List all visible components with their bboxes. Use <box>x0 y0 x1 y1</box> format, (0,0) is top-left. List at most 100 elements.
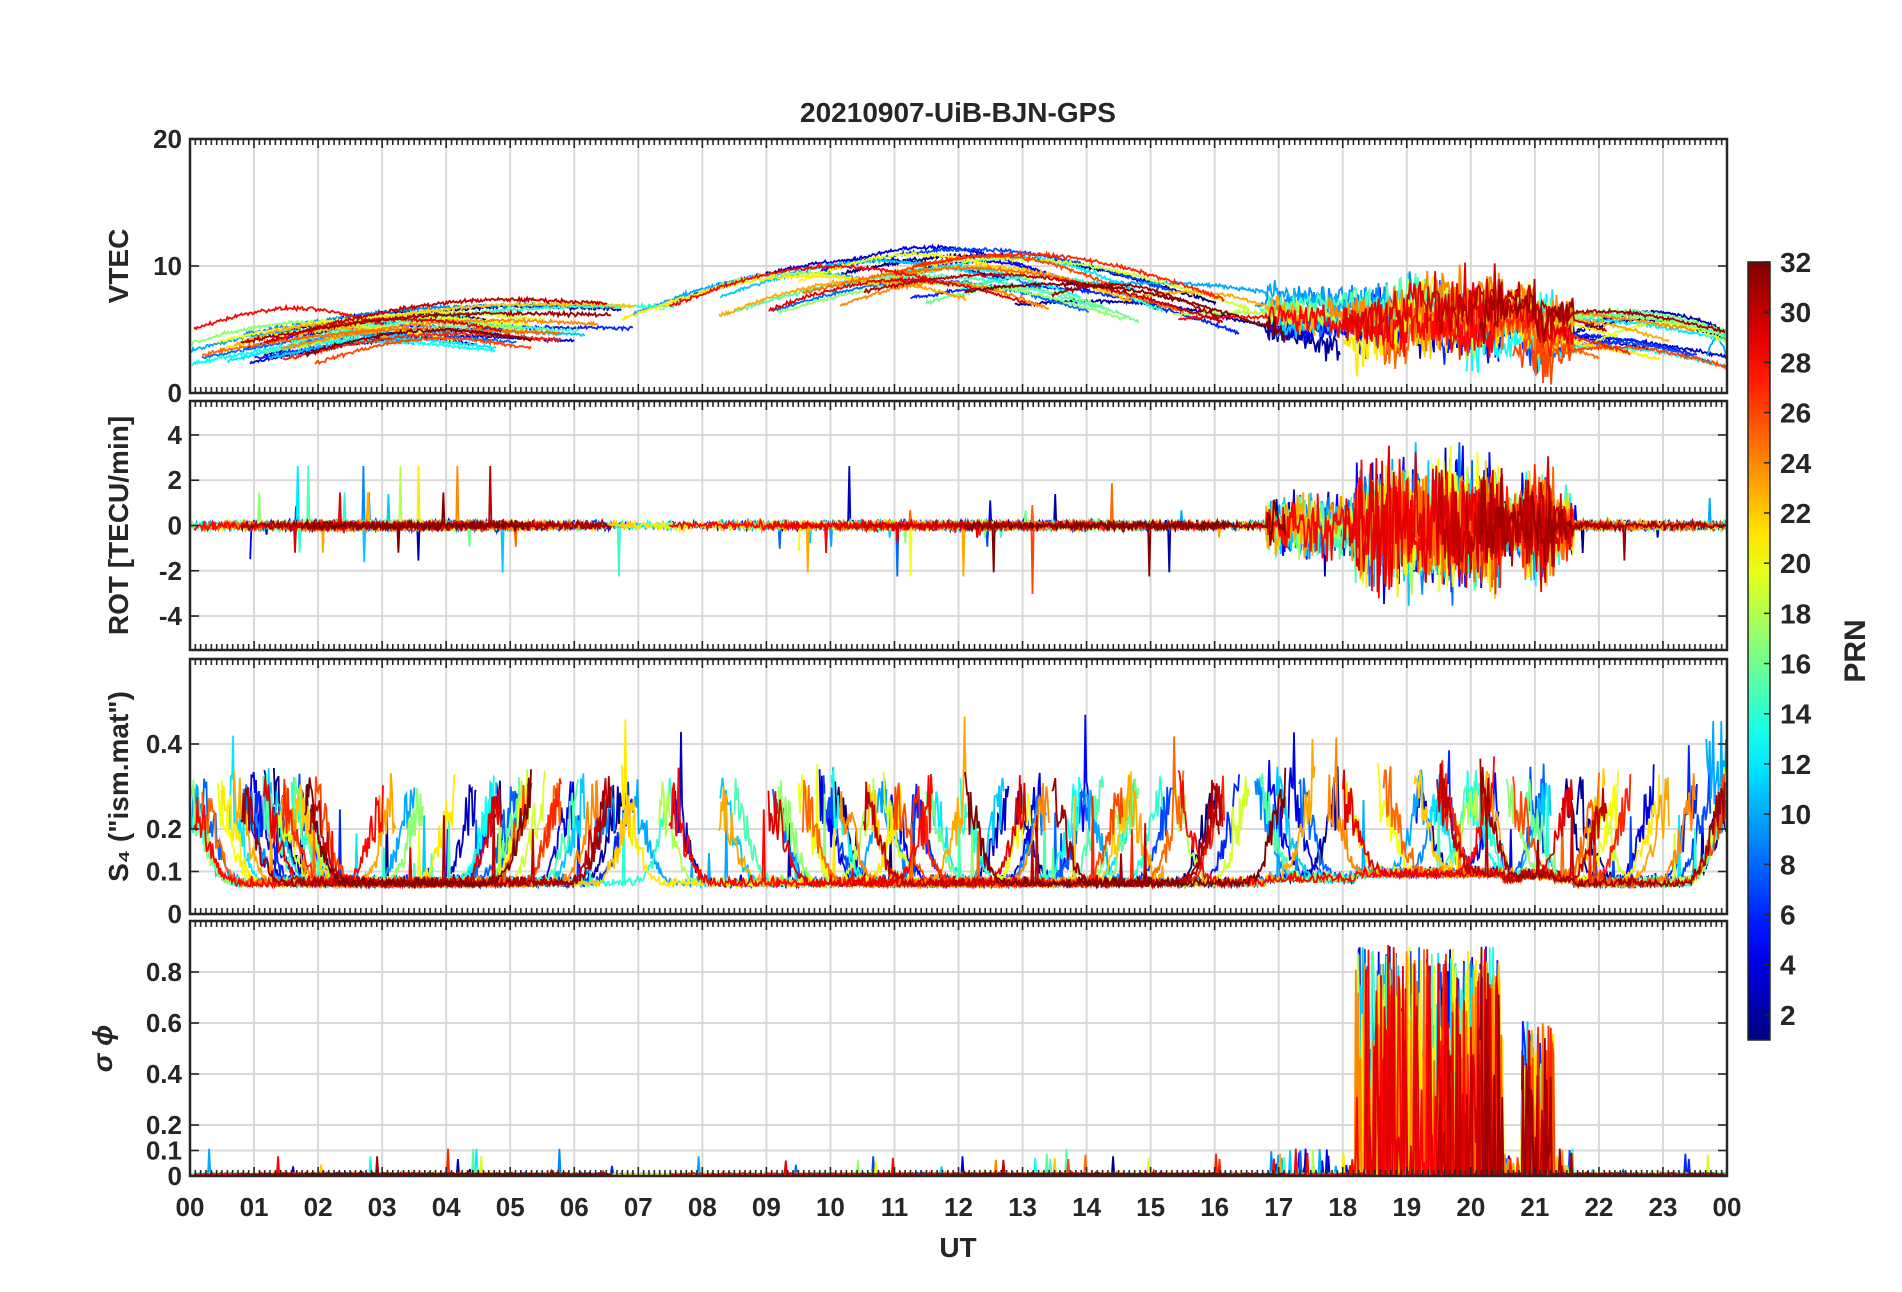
panel-rot: -4 -2 0 2 4 ROT [TECU/min] <box>103 399 1729 652</box>
series-prn-23 <box>718 278 967 317</box>
series-prn-26 <box>893 1159 1123 1176</box>
x-tick-label: 12 <box>944 1192 973 1222</box>
series-prn-31 <box>1479 476 1726 566</box>
y-tick-label: 0.1 <box>146 857 182 887</box>
colorbar-tick-label: 28 <box>1780 347 1811 378</box>
y-tick-label: 0.4 <box>146 1059 183 1089</box>
series-prn-20 <box>798 250 1031 284</box>
series-prn-32 <box>964 1171 1286 1176</box>
x-tick-label: 04 <box>432 1192 461 1222</box>
y-tick-labels: 0 10 20 <box>153 124 1727 408</box>
y-tick-label: 0.2 <box>146 1110 182 1140</box>
x-ticks <box>189 139 1728 393</box>
series-prn-27 <box>282 1148 562 1176</box>
colorbar-tick-label: 10 <box>1780 799 1811 830</box>
series-prn-32 <box>304 1171 532 1176</box>
y-tick-labels: 0 0.1 0.2 0.4 <box>146 729 1727 929</box>
colorbar-scale <box>1747 261 1771 1041</box>
y-tick-label: 10 <box>153 251 182 281</box>
colorbar-tick-label: 6 <box>1780 900 1796 931</box>
series-prn-26 <box>314 335 532 365</box>
x-tick-label: 22 <box>1584 1192 1613 1222</box>
series-prn-16 <box>925 283 1140 324</box>
series-prn-30 <box>1436 763 1608 884</box>
series-prn-28 <box>193 303 383 331</box>
y-tick-label: 20 <box>153 124 182 154</box>
x-tick-label: 00 <box>1713 1192 1742 1222</box>
series-lines <box>190 714 1727 890</box>
x-tick-label: 00 <box>176 1192 205 1222</box>
y-tick-label: 0 <box>168 899 182 929</box>
series-prn-30 <box>863 271 1224 325</box>
colorbar-tick-label: 24 <box>1780 448 1812 479</box>
x-tick-label: 23 <box>1648 1192 1677 1222</box>
y-tick-label: 0.8 <box>146 957 182 987</box>
x-tick-label: 19 <box>1392 1192 1421 1222</box>
x-tick-label: 03 <box>368 1192 397 1222</box>
series-prn-31 <box>1479 758 1726 890</box>
y-tick-label: -2 <box>159 556 182 586</box>
series-prn-13 <box>1465 946 1726 1176</box>
x-axis-label: UT <box>939 1232 976 1263</box>
x-ticks <box>189 921 1728 1176</box>
x-tick-label: 07 <box>624 1192 653 1222</box>
x-tick-label: 13 <box>1008 1192 1037 1222</box>
panel-sigma-phi: 00.10.2 0.4 0.6 0.8 σ ϕ <box>87 919 1729 1191</box>
series-prn-17 <box>777 279 1124 321</box>
y-axis-label: S₄ ("ism.mat") <box>103 691 134 882</box>
series-prn-31 <box>1479 278 1726 345</box>
series-prn-24 <box>1327 264 1696 341</box>
series-prn-26 <box>893 518 1123 595</box>
x-tick-label: 11 <box>881 1192 909 1222</box>
y-tick-label: 2 <box>168 465 182 495</box>
y-tick-label: 0 <box>168 511 182 541</box>
panel-vtec: 0 10 20 VTEC <box>103 124 1729 408</box>
y-tick-labels: -4 -2 0 2 4 <box>159 420 1727 631</box>
y-tick-label: 0 <box>168 1161 182 1191</box>
colorbar-tick-label: 16 <box>1780 649 1811 680</box>
y-axis-label: VTEC <box>103 229 134 304</box>
series-prn-12 <box>227 1148 497 1176</box>
x-tick-label: 01 <box>240 1192 269 1222</box>
y-tick-label: 0.4 <box>146 729 183 759</box>
x-tick-label: 05 <box>496 1192 525 1222</box>
series-prn-11 <box>268 493 586 573</box>
y-axis-label: σ ϕ <box>87 1025 118 1073</box>
y-tick-label: 0.1 <box>146 1136 182 1166</box>
colorbar-tick-label: 32 <box>1780 247 1811 278</box>
x-tick-label: 06 <box>560 1192 589 1222</box>
series-prn-25 <box>802 1154 1184 1176</box>
colorbar-tick-label: 14 <box>1780 699 1812 730</box>
y-axis-label: ROT [TECU/min] <box>103 416 134 635</box>
series-prn-4 <box>819 1156 1043 1176</box>
y-tick-label: 0.6 <box>146 1008 182 1038</box>
series-prn-32 <box>304 769 532 890</box>
colorbar-tick-label: 26 <box>1780 398 1811 429</box>
series-prn-30 <box>309 295 608 332</box>
x-tick-labels: 00 01 02 03 04 05 06 07 08 09 10 11 12 13 14 15 16 17 18 19… <box>176 1192 1742 1222</box>
y-tick-label: 0 <box>168 378 182 408</box>
colorbar-tick-label: 20 <box>1780 548 1811 579</box>
series-prn-24 <box>280 316 599 351</box>
series-prn-30 <box>308 777 608 890</box>
series-prn-32 <box>964 281 1287 343</box>
series-prn-23 <box>1482 959 1670 1176</box>
x-ticks <box>189 659 1728 914</box>
x-tick-label: 08 <box>688 1192 717 1222</box>
y-tick-label: 4 <box>168 420 183 450</box>
series-lines <box>190 243 1727 385</box>
panel-s4: 0 0.1 0.2 0.4 S₄ ("ism.mat") <box>103 657 1729 929</box>
series-prn-32 <box>304 492 532 553</box>
series-prn-32 <box>964 767 1287 890</box>
series-lines <box>190 442 1727 606</box>
series-prn-28 <box>668 261 933 307</box>
x-tick-label: 21 <box>1520 1192 1549 1222</box>
series-prn-15 <box>733 1148 1104 1176</box>
colorbar-label: PRN <box>1839 619 1872 682</box>
colorbar-tick-label: 8 <box>1780 849 1796 880</box>
x-tick-label: 20 <box>1456 1192 1485 1222</box>
